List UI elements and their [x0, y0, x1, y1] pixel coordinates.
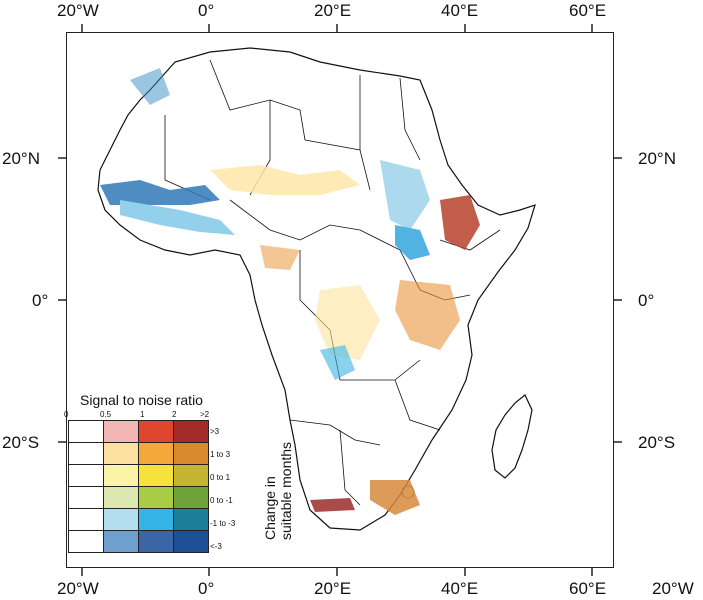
legend-snr-tick-0: 0 — [64, 410, 69, 419]
legend-swatch — [138, 420, 174, 443]
legend-side-title-line1: Change in — [262, 476, 278, 540]
bottom-label-0: 0° — [198, 579, 215, 598]
legend-row-label: 1 to 3 — [210, 450, 231, 459]
legend-row-label: <-3 — [210, 542, 222, 551]
top-label-60e: 60°E — [569, 1, 607, 20]
bottom-label-20e: 20°E — [314, 579, 352, 598]
legend-side-title: Change in suitable months — [262, 442, 294, 540]
legend-grid-row — [68, 420, 209, 443]
legend-swatch — [68, 442, 104, 465]
legend-swatch — [138, 486, 174, 509]
legend-swatch — [138, 530, 174, 553]
legend-swatch — [138, 508, 174, 531]
legend-swatch — [138, 442, 174, 465]
legend-grid-row — [68, 530, 209, 553]
bottom-label-40e: 40°E — [441, 579, 479, 598]
left-label-20n: 20°N — [2, 149, 40, 168]
legend-row-label: -1 to -3 — [210, 519, 236, 528]
legend-swatch — [173, 442, 209, 465]
legend-color-grid — [68, 420, 209, 553]
left-label-20s: 20°S — [2, 433, 40, 452]
legend-snr-tick-2: 2 — [172, 410, 177, 419]
top-label-20w: 20°W — [57, 1, 99, 20]
legend-title: Signal to noise ratio — [80, 392, 203, 408]
legend-swatch — [68, 486, 104, 509]
legend-snr-tick-0-5: 0.5 — [100, 410, 112, 419]
legend-snr-tick-gt2: >2 — [200, 410, 210, 419]
legend-grid-row — [68, 508, 209, 531]
legend-swatch — [103, 530, 139, 553]
legend-swatch — [68, 464, 104, 487]
legend-row-label: 0 to -1 — [210, 496, 233, 505]
legend-swatch — [68, 530, 104, 553]
bottom-label-20w-right: 20°W — [652, 579, 694, 598]
legend-grid-row — [68, 486, 209, 509]
legend-swatch — [173, 486, 209, 509]
top-label-20e: 20°E — [314, 1, 352, 20]
bottom-label-60e: 60°E — [569, 579, 607, 598]
axis-ticks — [58, 24, 622, 576]
left-label-0: 0° — [32, 291, 49, 310]
legend-swatch — [68, 508, 104, 531]
legend-swatch — [103, 464, 139, 487]
right-label-20s: 20°S — [638, 433, 676, 452]
legend-grid-row — [68, 464, 209, 487]
legend-swatch — [68, 420, 104, 443]
legend-swatch — [173, 508, 209, 531]
signal-patches — [100, 68, 480, 515]
legend-swatch — [138, 464, 174, 487]
top-label-40e: 40°E — [441, 1, 479, 20]
right-label-20n: 20°N — [638, 149, 676, 168]
right-label-0: 0° — [638, 291, 655, 310]
legend-snr-tick-1: 1 — [140, 410, 145, 419]
legend-swatch — [173, 464, 209, 487]
legend-swatch — [173, 420, 209, 443]
legend-row-label: >3 — [210, 427, 220, 436]
legend-grid-row — [68, 442, 209, 465]
bottom-label-20w: 20°W — [57, 579, 99, 598]
legend-side-title-line2: suitable months — [278, 441, 294, 540]
madagascar — [491, 394, 533, 479]
legend-swatch — [173, 530, 209, 553]
legend-row-label: 0 to 1 — [210, 473, 231, 482]
legend-swatch — [103, 486, 139, 509]
legend-swatch — [103, 442, 139, 465]
legend-swatch — [103, 508, 139, 531]
top-label-0: 0° — [198, 1, 215, 20]
legend: Signal to noise ratio 0 0.5 1 2 >2 >3 1 … — [64, 390, 276, 562]
legend-swatch — [103, 420, 139, 443]
